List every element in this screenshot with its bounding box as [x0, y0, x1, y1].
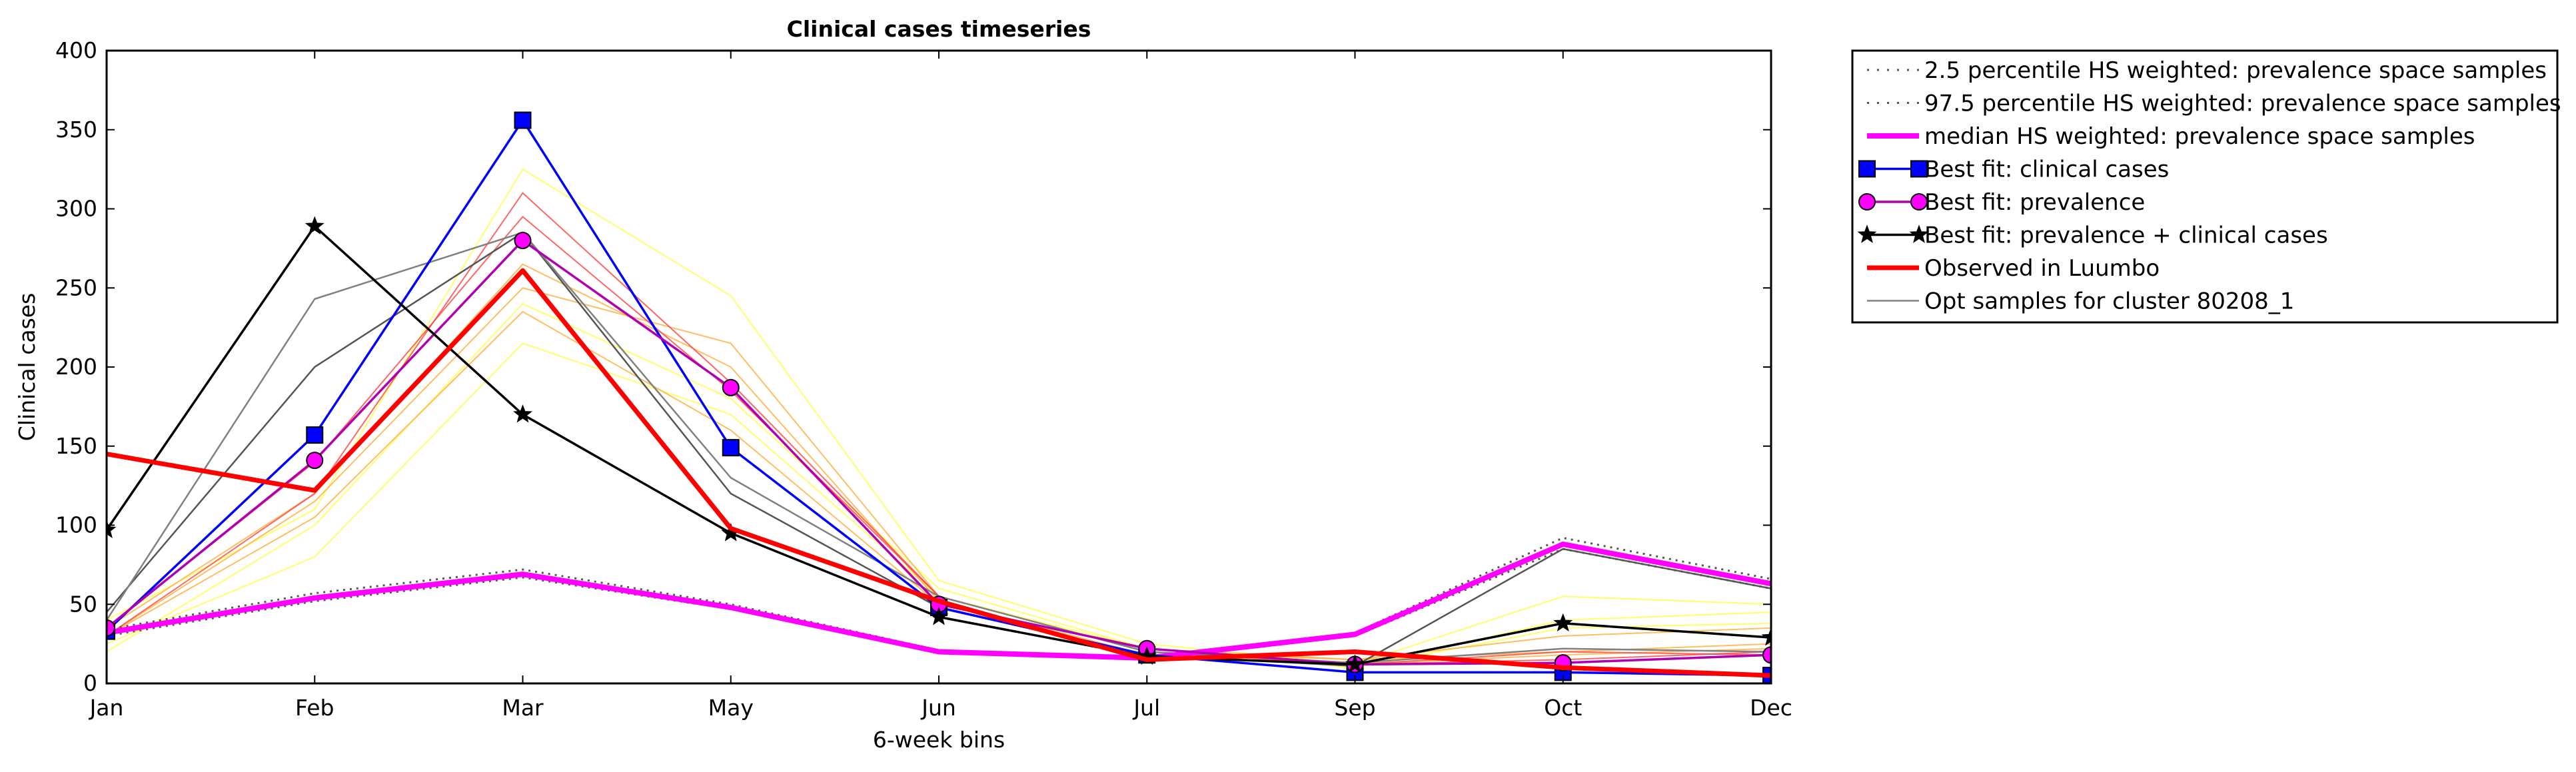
series-line [107, 542, 1771, 661]
data-point-star [1909, 224, 1929, 243]
x-tick-label: Sep [1334, 695, 1375, 721]
legend-entry: Best fit: prevalence + clinical cases [1857, 222, 2328, 249]
legend-entry: Observed in Luumbo [1867, 255, 2160, 282]
data-point-star [1345, 654, 1365, 673]
legend-label: 2.5 percentile HS weighted: prevalence s… [1924, 57, 2547, 84]
data-point-circle [107, 619, 115, 637]
data-point-circle [1762, 646, 1771, 664]
legend-entry: Best fit: clinical cases [1858, 157, 2169, 183]
data-point-square [1910, 160, 1928, 178]
series-line [107, 548, 1771, 659]
legend: 2.5 percentile HS weighted: prevalence s… [1851, 49, 2561, 324]
sample-line-yellow [107, 168, 1771, 665]
y-axis-title: Clinical cases [14, 293, 40, 442]
legend-label: median HS weighted: prevalence space sam… [1924, 123, 2475, 150]
plot-area [107, 111, 1771, 683]
data-point-circle [514, 232, 532, 249]
plot-series-group [107, 111, 1771, 683]
legend-entry: 97.5 percentile HS weighted: prevalence … [1867, 91, 2561, 117]
data-point-star [305, 216, 324, 234]
data-point-circle [1910, 193, 1928, 210]
data-point-circle [722, 378, 740, 396]
legend-label: 97.5 percentile HS weighted: prevalence … [1924, 91, 2561, 117]
chart-title: Clinical cases timeseries [787, 16, 1091, 42]
axes: Jan Feb Mar May Jun Jul Sep Oct Dec 0 50 100 150 200 2… [55, 37, 1792, 721]
data-point-star [1553, 613, 1573, 632]
series-line [107, 268, 1771, 678]
data-point-star [1761, 627, 1771, 646]
series-0 [107, 548, 1771, 659]
x-tick-label: Mar [502, 695, 544, 721]
x-tick-label: Dec [1750, 695, 1792, 721]
legend-entry: Opt samples for cluster 80208_1 [1867, 288, 2294, 315]
y-tick-label: 200 [55, 354, 97, 380]
data-point-square [306, 426, 324, 444]
legend-entry: 2.5 percentile HS weighted: prevalence s… [1867, 57, 2547, 84]
data-point-circle [1858, 193, 1876, 210]
legend-label: Opt samples for cluster 80208_1 [1924, 288, 2294, 315]
data-point-square [1858, 160, 1876, 178]
data-point-square [514, 111, 532, 129]
legend-entry: median HS weighted: prevalence space sam… [1867, 123, 2475, 150]
legend-box [1851, 49, 2559, 324]
sample-line-yellow [107, 302, 1771, 669]
legend-label: Best fit: clinical cases [1924, 157, 2169, 183]
series-line [107, 537, 1771, 659]
y-tick-label: 0 [83, 670, 97, 696]
y-tick-label: 300 [55, 196, 97, 222]
data-point-star [513, 404, 532, 423]
y-tick-label: 100 [55, 512, 97, 538]
series-6 [107, 268, 1771, 678]
x-tick-label: Feb [295, 695, 334, 721]
y-tick-label: 50 [69, 591, 97, 617]
series-2 [107, 542, 1771, 661]
legend-label: Observed in Luumbo [1924, 255, 2160, 282]
x-tick-label: Jun [920, 695, 956, 721]
legend-label: Best fit: prevalence [1924, 189, 2145, 216]
x-tick-label: Jul [1132, 695, 1160, 721]
legend-entry: Best fit: prevalence [1858, 189, 2145, 216]
y-tick-label: 250 [55, 274, 97, 300]
x-axis-title: 6-week bins [873, 727, 1005, 753]
data-point-square [722, 439, 740, 457]
x-tick-label: May [708, 695, 754, 721]
y-tick-label: 150 [55, 433, 97, 459]
data-point-star [1857, 224, 1877, 243]
data-point-star [107, 520, 117, 538]
x-tick-label: Jan [89, 695, 124, 721]
data-point-circle [306, 452, 324, 470]
data-point-star [929, 607, 949, 625]
legend-label: Best fit: prevalence + clinical cases [1924, 222, 2328, 249]
series-1 [107, 537, 1771, 659]
y-tick-label: 400 [55, 37, 97, 63]
x-tick-label: Oct [1544, 695, 1582, 721]
y-tick-label: 350 [55, 117, 97, 143]
